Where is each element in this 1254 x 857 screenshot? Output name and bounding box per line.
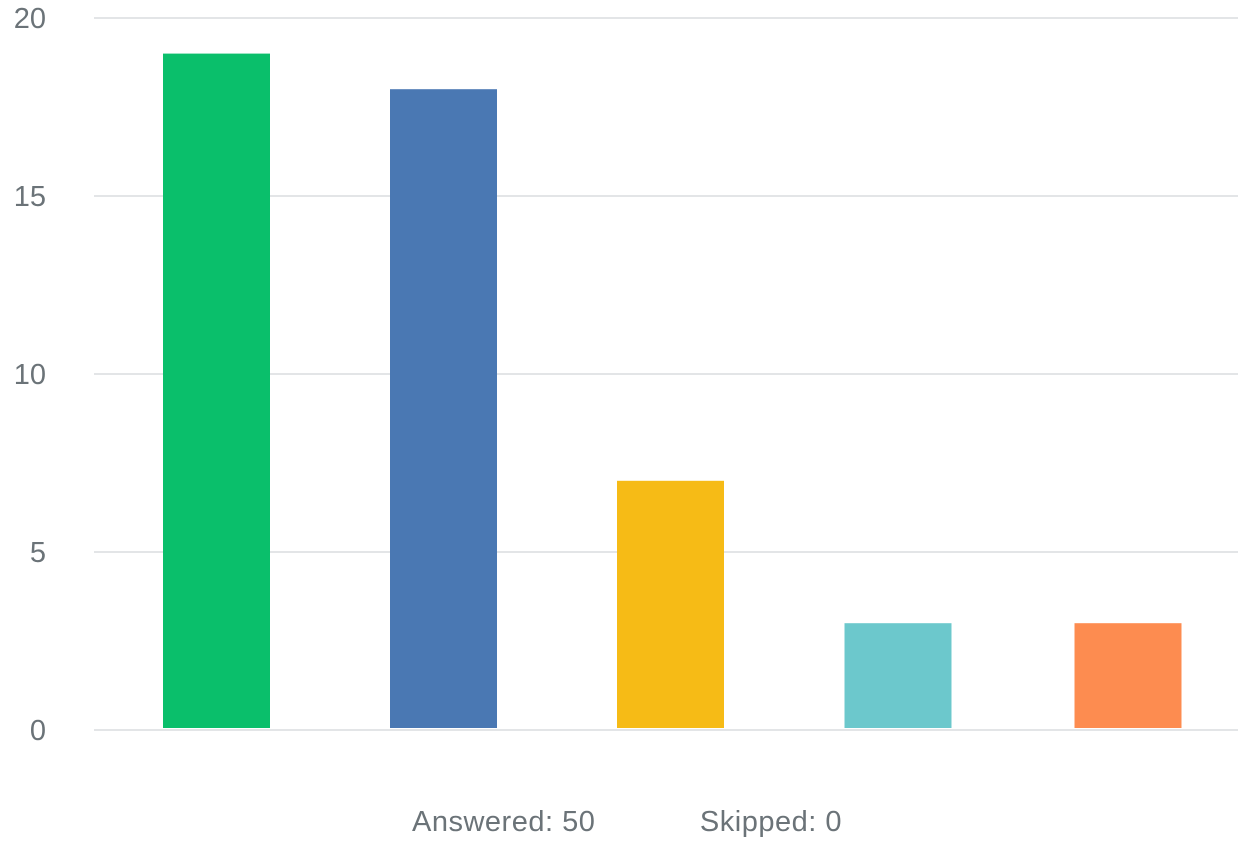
y-tick-label-15: 15 bbox=[14, 181, 46, 213]
y-tick-label-20: 20 bbox=[14, 3, 46, 35]
y-tick-label-10: 10 bbox=[14, 359, 46, 391]
skipped-stat: Skipped: 0 bbox=[700, 806, 842, 839]
answered-label: Answered: bbox=[412, 806, 554, 838]
bar-2 bbox=[390, 89, 497, 728]
bar-1 bbox=[163, 53, 270, 729]
answered-stat: Answered: 50 bbox=[412, 806, 595, 839]
skipped-count: 0 bbox=[825, 806, 842, 838]
bar-5 bbox=[1074, 623, 1182, 728]
bars bbox=[163, 53, 1182, 729]
gridlines bbox=[94, 17, 1238, 731]
y-tick-label-5: 5 bbox=[30, 537, 46, 569]
response-summary: Answered: 50 Skipped: 0 bbox=[0, 806, 1254, 856]
answered-count: 50 bbox=[562, 806, 596, 838]
bar-3 bbox=[617, 480, 724, 728]
skipped-label: Skipped: bbox=[699, 806, 817, 838]
y-tick-label-0: 0 bbox=[30, 715, 46, 747]
bar-4 bbox=[844, 623, 952, 728]
y-axis-tick-labels: 0 5 10 15 20 bbox=[14, 3, 46, 747]
